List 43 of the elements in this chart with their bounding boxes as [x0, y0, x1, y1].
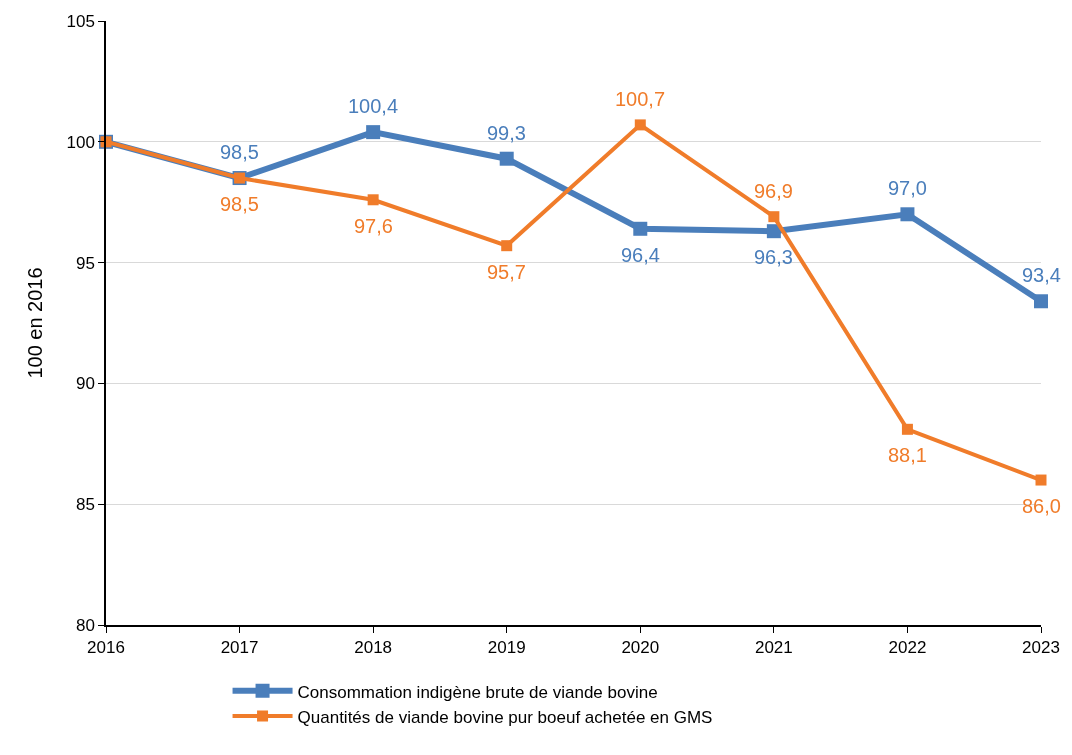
y-tick-label: 80 — [75, 615, 95, 635]
y-tick-label: 100 — [66, 132, 95, 152]
data-label: 95,7 — [487, 261, 526, 283]
x-tick-label: 2023 — [1022, 638, 1060, 658]
x-tick-label: 2016 — [87, 638, 125, 658]
point — [1034, 294, 1048, 309]
data-label: 93,4 — [1022, 264, 1061, 286]
point — [1035, 474, 1047, 486]
point — [633, 221, 648, 236]
data-label: 100,7 — [615, 88, 666, 110]
point — [634, 119, 646, 131]
x-tick-label: 2017 — [220, 638, 259, 658]
x-tick-label: 2022 — [888, 638, 927, 658]
point — [499, 151, 514, 166]
point — [367, 194, 379, 206]
point — [501, 240, 513, 252]
data-label: 96,3 — [754, 246, 793, 268]
data-label: 97,6 — [354, 215, 393, 237]
point — [366, 125, 381, 140]
x-tick-label: 2020 — [621, 638, 660, 658]
y-tick-label: 90 — [75, 374, 95, 394]
data-label: 100,4 — [348, 95, 399, 117]
point — [901, 423, 913, 435]
y-tick-label: 85 — [75, 495, 95, 515]
y-axis-title: 100 en 2016 — [24, 267, 47, 379]
data-label: 97,0 — [888, 177, 927, 199]
data-label: 88,1 — [888, 444, 927, 466]
data-label: 98,5 — [220, 141, 259, 163]
x-tick-label: 2019 — [487, 638, 526, 658]
x-tick-label: 2021 — [754, 638, 793, 658]
point — [768, 211, 780, 223]
legend-label: Consommation indigène brute de viande bovine — [297, 682, 658, 702]
data-label: 96,9 — [754, 180, 793, 202]
x-tick-label: 2018 — [354, 638, 393, 658]
data-label: 96,4 — [621, 244, 660, 266]
point — [766, 224, 781, 239]
data-label: 99,3 — [487, 122, 526, 144]
data-label: 86,0 — [1022, 495, 1061, 517]
data-label: 98,5 — [220, 193, 259, 215]
y-tick-label: 95 — [75, 253, 95, 273]
y-tick-label: 105 — [66, 11, 95, 31]
point — [900, 207, 915, 222]
legend-label: Quantités de viande bovine pur boeuf achetée en GMS — [297, 707, 713, 727]
